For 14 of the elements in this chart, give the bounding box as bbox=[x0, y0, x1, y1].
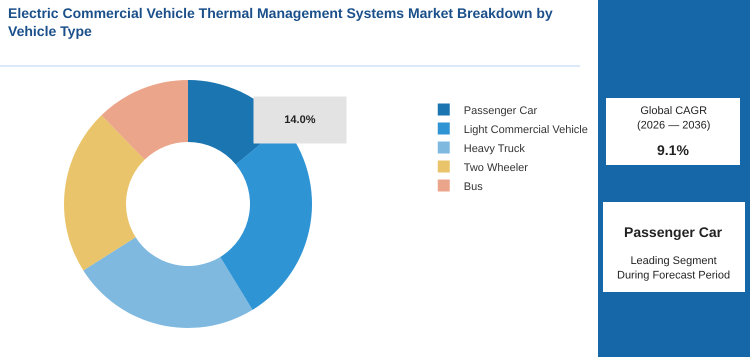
legend-label: Bus bbox=[464, 180, 484, 193]
data-label: 14.0% bbox=[284, 114, 316, 126]
legend-label: Heavy Truck bbox=[464, 142, 526, 155]
legend-label: Light Commercial Vehicle bbox=[464, 124, 588, 136]
text: 9.1% bbox=[657, 142, 690, 158]
donut-slice bbox=[101, 80, 188, 160]
text: Passenger Car bbox=[624, 224, 723, 240]
legend-label: Two Wheeler bbox=[464, 162, 528, 174]
legend-label: Passenger Car bbox=[464, 104, 538, 117]
donut-slice bbox=[64, 115, 145, 270]
donut-slice bbox=[83, 237, 252, 328]
chart-title: Electric Commercial Vehicle Thermal Management Systems Market Breakdown by Vehicle Type bbox=[8, 4, 553, 40]
text: Global CAGR (2026 — 2036) bbox=[637, 105, 710, 132]
text: Leading Segment During Forecast Period bbox=[617, 255, 730, 282]
